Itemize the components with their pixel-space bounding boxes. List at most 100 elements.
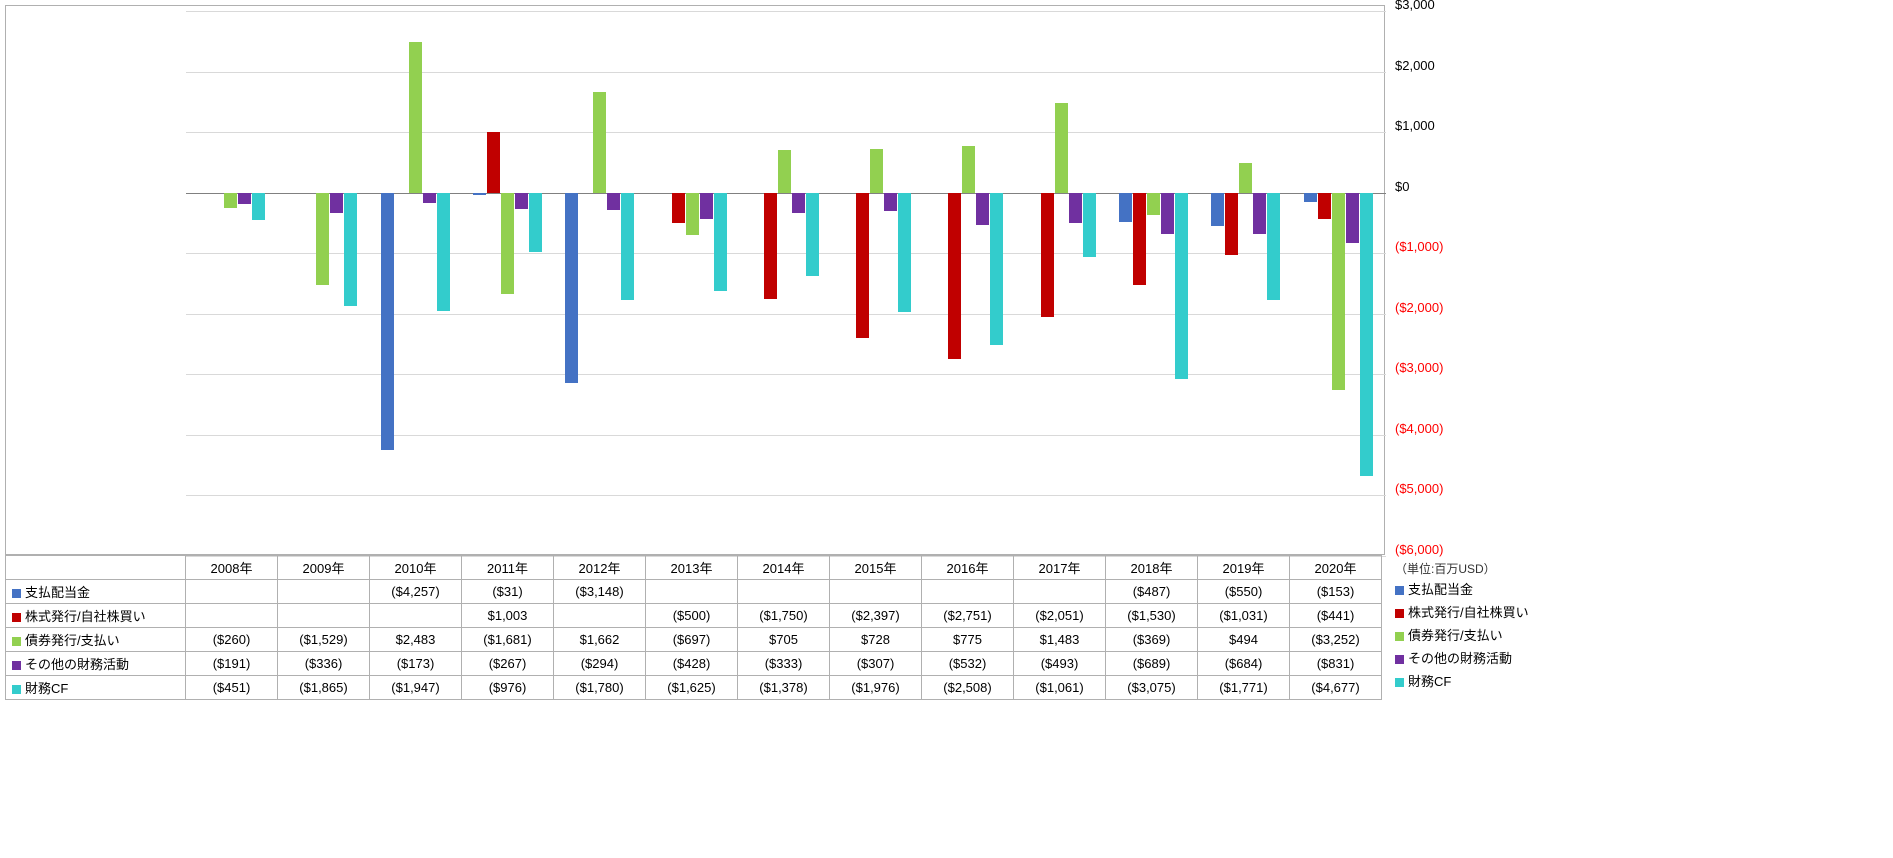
table-cell: ($3,148) — [554, 580, 646, 604]
table-cell: ($4,677) — [1290, 676, 1382, 700]
table-cell: ($191) — [186, 652, 278, 676]
table-cell: ($294) — [554, 652, 646, 676]
bar-other-12 — [1346, 193, 1359, 243]
bar-bonds-11 — [1239, 163, 1252, 193]
y-tick-label: $0 — [1395, 179, 1409, 194]
table-cell: ($31) — [462, 580, 554, 604]
table-cell — [830, 580, 922, 604]
table-cell: ($1,529) — [278, 628, 370, 652]
data-table: 2008年2009年2010年2011年2012年2013年2014年2015年… — [5, 555, 1382, 700]
table-cell: ($1,061) — [1014, 676, 1106, 700]
grid-line — [186, 253, 1386, 254]
bar-other-11 — [1253, 193, 1266, 234]
bar-fincf-1 — [344, 193, 357, 306]
table-cell: $705 — [738, 628, 830, 652]
y-tick-label: ($4,000) — [1395, 421, 1443, 436]
bar-bonds-3 — [501, 193, 514, 295]
table-cell: ($500) — [646, 604, 738, 628]
y-axis-labels: $3,000$2,000$1,000$0($1,000)($2,000)($3,… — [1395, 0, 1475, 560]
table-year-header: 2010年 — [370, 556, 462, 580]
table-cell: ($689) — [1106, 652, 1198, 676]
bar-fincf-7 — [898, 193, 911, 313]
bar-fincf-5 — [714, 193, 727, 291]
legend-label: 財務CF — [1408, 674, 1451, 689]
table-year-header: 2015年 — [830, 556, 922, 580]
table-cell: ($2,397) — [830, 604, 922, 628]
legend-item-dividends: 支払配当金 — [1395, 578, 1529, 601]
table-year-header: 2017年 — [1014, 556, 1106, 580]
bar-bonds-8 — [962, 146, 975, 193]
table-row-header-fincf: 財務CF — [6, 676, 186, 700]
table-cell: ($441) — [1290, 604, 1382, 628]
bar-other-0 — [238, 193, 251, 205]
bar-other-7 — [884, 193, 897, 212]
bar-fincf-2 — [437, 193, 450, 311]
table-cell: ($1,530) — [1106, 604, 1198, 628]
y-tick-label: ($2,000) — [1395, 300, 1443, 315]
bar-fincf-11 — [1267, 193, 1280, 300]
legend-label: 株式発行/自社株買い — [1408, 605, 1529, 620]
bar-other-2 — [423, 193, 436, 203]
legend-marker-icon — [1395, 609, 1404, 618]
bar-bonds-1 — [316, 193, 329, 286]
bar-other-3 — [515, 193, 528, 209]
table-row-header-stock: 株式発行/自社株買い — [6, 604, 186, 628]
grid-line — [186, 374, 1386, 375]
bar-stock-7 — [856, 193, 869, 338]
legend-marker-icon — [12, 637, 21, 646]
chart-container — [5, 5, 1385, 555]
table-cell: ($2,751) — [922, 604, 1014, 628]
table-cell: ($333) — [738, 652, 830, 676]
table-cell: ($3,075) — [1106, 676, 1198, 700]
table-year-header: 2019年 — [1198, 556, 1290, 580]
table-year-header: 2011年 — [462, 556, 554, 580]
table-row-label: 支払配当金 — [25, 585, 90, 600]
table-cell — [1014, 580, 1106, 604]
legend-item-bonds: 債券発行/支払い — [1395, 624, 1529, 647]
table-cell: ($550) — [1198, 580, 1290, 604]
table-cell: ($487) — [1106, 580, 1198, 604]
table-cell: ($267) — [462, 652, 554, 676]
bar-stock-6 — [764, 193, 777, 299]
bar-bonds-5 — [686, 193, 699, 235]
bar-bonds-10 — [1147, 193, 1160, 215]
table-cell: ($369) — [1106, 628, 1198, 652]
legend-item-other: その他の財務活動 — [1395, 647, 1529, 670]
table-cell: ($1,625) — [646, 676, 738, 700]
table-year-header: 2009年 — [278, 556, 370, 580]
table-cell: ($1,976) — [830, 676, 922, 700]
bar-fincf-6 — [806, 193, 819, 276]
table-row-label: 株式発行/自社株買い — [25, 609, 146, 624]
bar-fincf-3 — [529, 193, 542, 252]
grid-line — [186, 314, 1386, 315]
bar-other-6 — [792, 193, 805, 213]
bar-stock-12 — [1318, 193, 1331, 220]
table-cell: ($173) — [370, 652, 462, 676]
bar-dividends-4 — [565, 193, 578, 384]
zero-line — [186, 193, 1386, 194]
bar-bonds-6 — [778, 150, 791, 193]
bar-dividends-11 — [1211, 193, 1224, 226]
table-cell — [370, 604, 462, 628]
table-cell: $494 — [1198, 628, 1290, 652]
legend-marker-icon — [1395, 632, 1404, 641]
table-cell: ($451) — [186, 676, 278, 700]
table-cell: ($1,378) — [738, 676, 830, 700]
grid-line — [186, 11, 1386, 12]
table-cell — [186, 604, 278, 628]
table-row-label: その他の財務活動 — [25, 657, 129, 672]
legend-label: 支払配当金 — [1408, 582, 1473, 597]
table-cell — [646, 580, 738, 604]
table-cell — [922, 580, 1014, 604]
table-cell: ($428) — [646, 652, 738, 676]
bar-stock-11 — [1225, 193, 1238, 255]
bar-bonds-4 — [593, 92, 606, 193]
table-cell: ($697) — [646, 628, 738, 652]
right-legend: 支払配当金株式発行/自社株買い債券発行/支払いその他の財務活動財務CF — [1395, 578, 1529, 693]
legend-item-fincf: 財務CF — [1395, 670, 1529, 693]
table-row-label: 債券発行/支払い — [25, 633, 120, 648]
table-cell: $1,483 — [1014, 628, 1106, 652]
table-cell: $1,662 — [554, 628, 646, 652]
table-row-header-bonds: 債券発行/支払い — [6, 628, 186, 652]
table-cell: ($493) — [1014, 652, 1106, 676]
